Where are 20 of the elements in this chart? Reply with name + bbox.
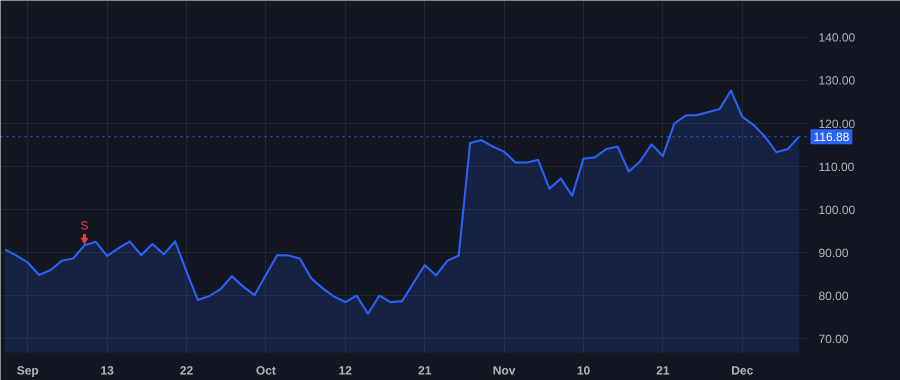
y-tick-label: 90.00	[818, 246, 849, 260]
y-tick-label: 130.00	[818, 74, 856, 88]
y-tick-label: 100.00	[818, 202, 856, 217]
x-tick-label: 12	[338, 364, 352, 378]
y-tick-label: 120.00	[818, 116, 856, 131]
y-tick-label: 80.00	[818, 289, 849, 304]
y-tick-label: 110.00	[818, 160, 855, 174]
x-tick-label: Oct	[256, 364, 276, 378]
x-tick-label: Nov	[492, 364, 516, 378]
x-tick-label: 21	[418, 364, 432, 378]
x-tick-label: 10	[576, 364, 590, 378]
y-tick-label: 70.00	[818, 332, 849, 346]
x-tick-label: 13	[100, 364, 114, 378]
x-tick-label: Sep	[16, 364, 39, 378]
x-tick-label: Dec	[731, 364, 754, 378]
y-tick-label: 140.00	[818, 30, 856, 45]
x-tick-label: 22	[180, 364, 194, 378]
annotation: S	[80, 218, 88, 232]
ref-line-label: 116.88	[814, 130, 850, 144]
x-tick-label: 21	[656, 364, 670, 378]
